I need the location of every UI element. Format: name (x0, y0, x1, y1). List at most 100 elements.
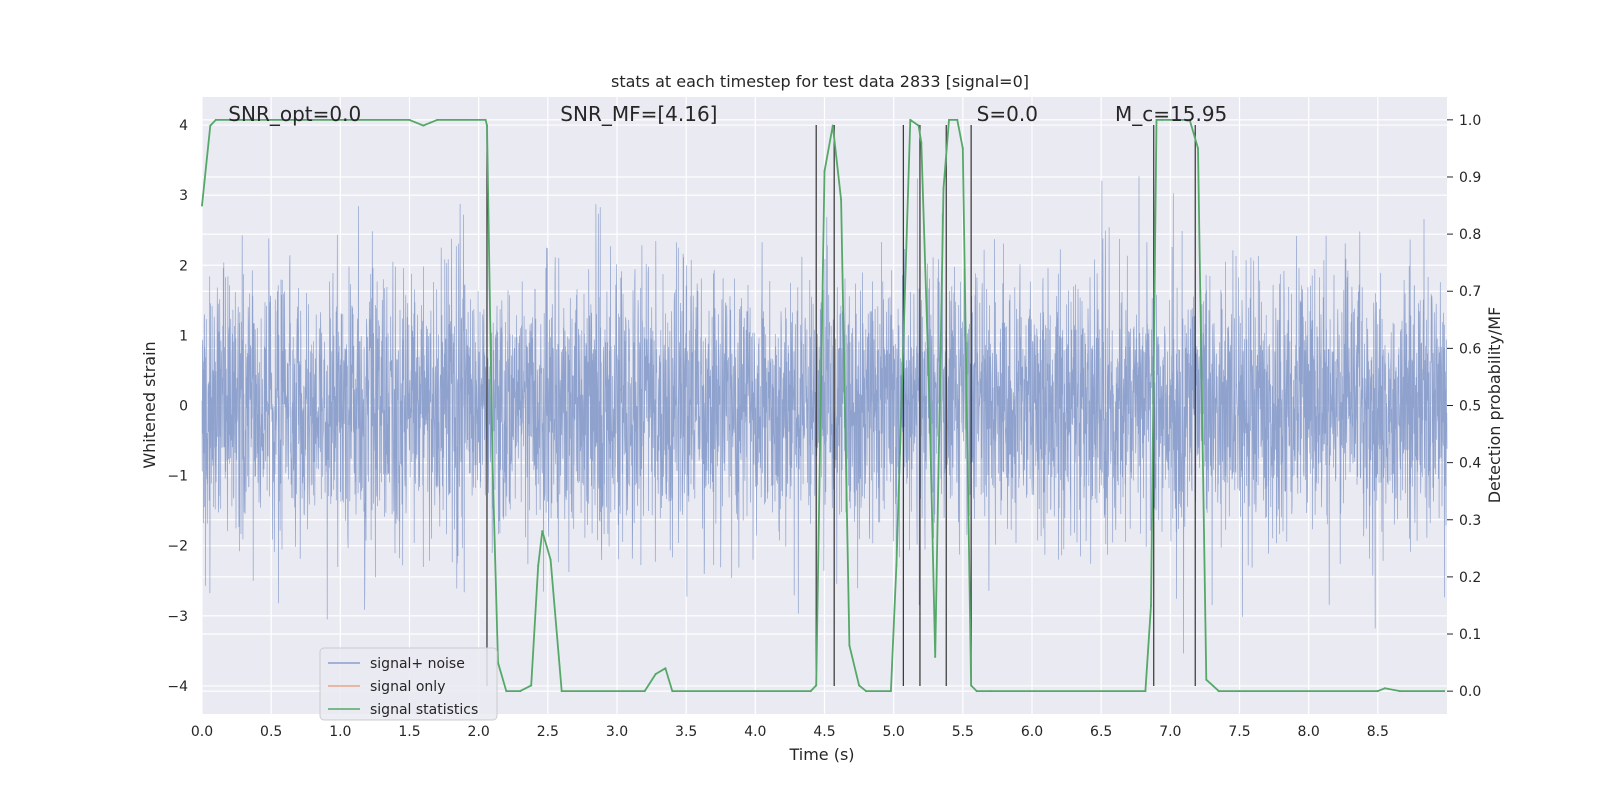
y-left-tick-label: 1 (179, 328, 188, 344)
x-tick-label: 3.5 (675, 724, 697, 740)
signal-statistics-point (948, 118, 950, 121)
y-right-tick-label: 0.9 (1459, 170, 1481, 186)
signal-statistics-point (549, 558, 552, 561)
legend-label-signal-only: signal only (370, 679, 445, 695)
annotation-s-stat: S=0.0 (977, 102, 1038, 126)
signal-statistics-point (505, 690, 508, 693)
y-right-tick-label: 0.8 (1459, 227, 1481, 243)
x-tick-label: 7.5 (1228, 724, 1250, 740)
signal-statistics-point (228, 118, 231, 121)
signal-statistics-point (560, 690, 563, 693)
signal-statistics-point (1443, 690, 1446, 693)
signal-statistics-point (1161, 118, 1164, 121)
y-left-tick-label: 0 (179, 399, 188, 415)
x-tick-label: 0.0 (191, 724, 213, 740)
x-tick-label: 3.0 (606, 724, 628, 740)
x-tick-label: 5.5 (952, 724, 974, 740)
signal-statistics-point (956, 118, 959, 121)
y-right-tick-label: 0.0 (1459, 684, 1481, 700)
x-tick-label: 8.5 (1367, 724, 1389, 740)
x-tick-label: 2.5 (537, 724, 559, 740)
x-tick-label: 1.0 (329, 724, 351, 740)
signal-statistics-point (422, 124, 425, 127)
signal-statistics-point (848, 644, 851, 647)
signal-statistics-point (1197, 147, 1199, 150)
signal-statistics-point (1149, 604, 1152, 607)
signal-statistics-point (1155, 118, 1158, 121)
signal-statistics-point (942, 187, 945, 190)
y-right-tick-label: 0.6 (1459, 341, 1481, 357)
y-left-tick-label: 3 (179, 188, 188, 204)
signal-statistics-point (1238, 690, 1241, 693)
signal-statistics-point (989, 690, 992, 693)
signal-statistics-point (484, 118, 487, 121)
signal-statistics-point (840, 198, 843, 201)
y-left-tick-label: −4 (167, 679, 188, 695)
x-tick-label: 8.0 (1298, 724, 1320, 740)
y-right-tick-label: 0.4 (1459, 456, 1481, 472)
signal-statistics-point (214, 118, 217, 121)
signal-statistics-point (1188, 118, 1191, 121)
signal-statistics-point (519, 690, 522, 693)
signal-statistics-point (429, 121, 432, 124)
y-right-tick-label: 0.5 (1459, 399, 1481, 415)
signal-statistics-point (201, 204, 203, 207)
x-tick-label: 6.5 (1090, 724, 1112, 740)
x-tick-label: 6.0 (1021, 724, 1043, 740)
annotation-snr-mf: SNR_MF=[4.16] (560, 102, 717, 126)
y-right-tick-label: 0.1 (1459, 627, 1481, 643)
signal-statistics-point (541, 530, 544, 533)
signal-statistics-point (497, 661, 500, 664)
signal-statistics-point (934, 655, 937, 658)
signal-statistics-point (491, 461, 494, 464)
chart-title: stats at each timestep for test data 283… (611, 72, 1029, 91)
y-right-tick-label: 1.0 (1459, 113, 1481, 129)
annotations: SNR_opt=0.0 SNR_MF=[4.16] S=0.0 M_c=15.95 (228, 102, 1227, 126)
y-left-tick-label: −2 (167, 539, 188, 555)
signal-statistics-point (858, 684, 861, 687)
legend-label-signal-statistics: signal statistics (370, 702, 478, 718)
annotation-snr-opt: SNR_opt=0.0 (228, 102, 361, 126)
y-right-tick-label: 0.3 (1459, 513, 1481, 529)
legend-box (319, 647, 498, 721)
signal-statistics-point (1398, 690, 1401, 693)
legend-label-signal-noise: signal+ noise (370, 656, 465, 672)
signal-statistics-point (961, 147, 964, 150)
x-tick-label: 5.0 (883, 724, 905, 740)
signal-statistics-point (1205, 678, 1208, 681)
signal-statistics-point (654, 673, 657, 676)
signal-statistics-point (889, 690, 892, 693)
signal-statistics-point (920, 141, 923, 144)
signal-statistics-point (1383, 687, 1386, 690)
signal-statistics-point (1376, 690, 1379, 693)
signal-statistics-point (671, 690, 674, 693)
x-tick-label: 2.0 (468, 724, 490, 740)
signal-statistics-point (865, 690, 867, 693)
y-right-tick-label: 0.2 (1459, 570, 1481, 586)
y-left-axis-ticks: −4 −3 −2 −1 0 1 2 3 4 (167, 118, 188, 695)
signal-statistics-point (917, 124, 920, 127)
signal-statistics-point (537, 564, 540, 567)
x-tick-label: 1.5 (398, 724, 420, 740)
y-left-tick-label: −3 (167, 609, 188, 625)
x-tick-label: 7.0 (1159, 724, 1181, 740)
signal-statistics-point (823, 170, 826, 173)
signal-statistics-series (201, 118, 1446, 693)
signal-statistics-point (664, 667, 667, 670)
y-left-tick-label: −1 (167, 469, 188, 485)
x-axis-ticks: 0.0 0.5 1.0 1.5 2.0 2.5 3.0 3.5 4.0 4.5 5.0 5.5 6.0 6… (191, 724, 1389, 740)
signal-statistics-point (975, 690, 978, 693)
signal-statistics-point (815, 684, 818, 687)
signal-statistics-point (643, 690, 646, 693)
x-tick-label: 4.0 (744, 724, 766, 740)
signal-statistics-point (895, 564, 898, 567)
x-axis-title: Time (s) (788, 745, 854, 764)
signal-statistics-point (530, 684, 533, 687)
signal-statistics-point (970, 684, 973, 687)
legend: signal+ noise signal only signal statist… (319, 647, 498, 721)
y-right-tick-label: 0.7 (1459, 284, 1481, 300)
y-right-axis-title: Detection probability/MF (1485, 307, 1504, 504)
signal-noise-line (201, 176, 1448, 654)
signal-statistics-point (1144, 690, 1147, 693)
